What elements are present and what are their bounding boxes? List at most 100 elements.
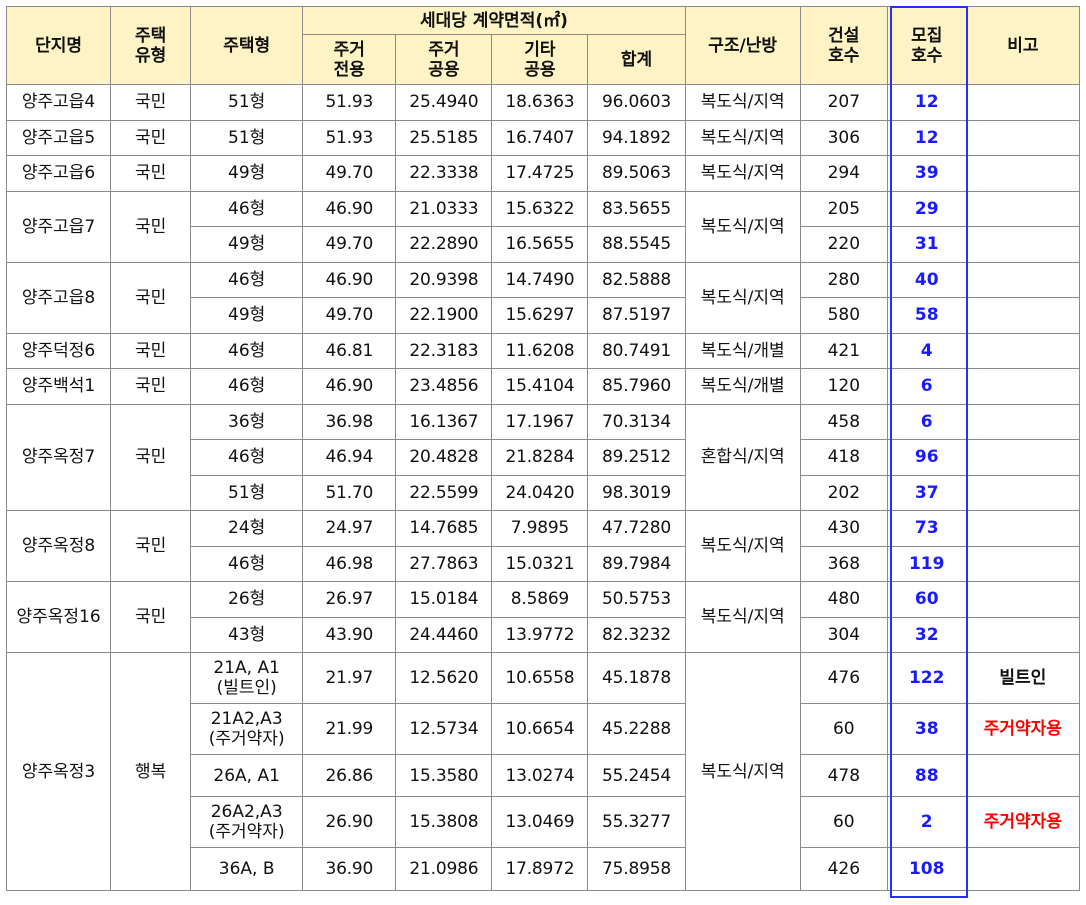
note: 주거약자용 [965, 796, 1081, 848]
other-common-area: 17.4725 [491, 155, 589, 192]
note [965, 581, 1081, 618]
recruit-units: 37 [886, 474, 967, 511]
complex-name: 양주고읍5 [5, 119, 112, 156]
structure-heating: 복도식/지역 [684, 190, 801, 263]
housing-table: 단지명 주택 유형 주택형 세대당 계약면적(㎡) 구조/난방 건설 호수 모집 호수… [5, 6, 1081, 891]
common-area: 27.7863 [395, 545, 493, 582]
common-area: 22.5599 [395, 474, 493, 511]
recruit-units: 108 [886, 847, 967, 891]
recruit-units: 4 [886, 332, 967, 369]
total-area: 80.7491 [587, 332, 686, 369]
housing-type: 46형 [190, 190, 304, 227]
exclusive-area: 46.90 [302, 368, 397, 405]
common-area: 12.5620 [395, 652, 493, 704]
note [965, 119, 1081, 156]
exclusive-area: 49.70 [302, 297, 397, 334]
complex-name: 양주고읍4 [5, 84, 112, 121]
recruit-units: 29 [886, 190, 967, 227]
housing-type: 46형 [190, 261, 304, 298]
complex-name: 양주옥정3 [5, 652, 112, 891]
total-area: 50.5753 [587, 581, 686, 618]
common-area: 22.2890 [395, 226, 493, 263]
built-units: 120 [799, 368, 888, 405]
exclusive-area: 46.90 [302, 190, 397, 227]
housing-type: 51형 [190, 84, 304, 121]
structure-heating: 복도식/지역 [684, 84, 801, 121]
header-other-common: 기타 공용 [491, 34, 589, 85]
other-common-area: 17.8972 [491, 847, 589, 891]
housing-kind: 국민 [110, 190, 192, 263]
common-area: 14.7685 [395, 510, 493, 547]
total-area: 45.1878 [587, 652, 686, 704]
header-housing-kind: 주택 유형 [110, 6, 192, 85]
housing-kind: 국민 [110, 510, 192, 582]
other-common-area: 13.0274 [491, 754, 589, 797]
total-area: 96.0603 [587, 84, 686, 121]
other-common-area: 21.8284 [491, 439, 589, 476]
table-row: 양주고읍6 국민 49형 49.70 22.3338 17.4725 89.50… [5, 155, 1081, 192]
table-row: 46형 46.94 20.4828 21.8284 89.2512 418 96 [7, 439, 1081, 476]
header-area-group: 세대당 계약면적(㎡) [302, 6, 686, 35]
total-area: 47.7280 [587, 510, 686, 547]
exclusive-area: 21.97 [302, 652, 397, 704]
header-structure: 구조/난방 [684, 6, 801, 85]
recruit-units: 60 [886, 581, 967, 618]
recruit-units: 122 [886, 652, 967, 704]
exclusive-area: 46.81 [302, 332, 397, 369]
structure-heating: 복도식/개별 [684, 332, 801, 369]
built-units: 368 [799, 545, 888, 582]
total-area: 87.5197 [587, 297, 686, 334]
exclusive-area: 36.98 [302, 403, 397, 440]
recruit-units: 39 [886, 155, 967, 192]
structure-heating: 복도식/지역 [684, 510, 801, 582]
exclusive-area: 36.90 [302, 847, 397, 891]
built-units: 458 [799, 403, 888, 440]
common-area: 25.4940 [395, 84, 493, 121]
built-units: 418 [799, 439, 888, 476]
note [965, 474, 1081, 511]
total-area: 89.7984 [587, 545, 686, 582]
other-common-area: 13.0469 [491, 796, 589, 848]
housing-type: 51형 [190, 474, 304, 511]
total-area: 85.7960 [587, 368, 686, 405]
exclusive-area: 26.90 [302, 796, 397, 848]
common-area: 15.3808 [395, 796, 493, 848]
table-row: 36A, B 36.90 21.0986 17.8972 75.8958 426… [7, 847, 1081, 891]
recruit-units: 31 [886, 226, 967, 263]
table-row: 43형 43.90 24.4460 13.9772 82.3232 304 32 [7, 616, 1081, 653]
common-area: 22.1900 [395, 297, 493, 334]
exclusive-area: 46.94 [302, 439, 397, 476]
note [965, 84, 1081, 121]
table-row: 51형 51.70 22.5599 24.0420 98.3019 202 37 [7, 474, 1081, 511]
table-row: 양주백석1 국민 46형 46.90 23.4856 15.4104 85.79… [5, 368, 1081, 405]
built-units: 426 [799, 847, 888, 891]
header-recruit-units: 모집 호수 [886, 6, 967, 85]
table-row: 49형 49.70 22.2890 16.5655 88.5545 220 31 [7, 226, 1081, 263]
exclusive-area: 46.90 [302, 261, 397, 298]
housing-type: 26형 [190, 581, 304, 618]
housing-kind: 국민 [110, 581, 192, 653]
built-units: 304 [799, 616, 888, 653]
common-area: 21.0333 [395, 190, 493, 227]
built-units: 580 [799, 297, 888, 334]
other-common-area: 15.4104 [491, 368, 589, 405]
other-common-area: 15.0321 [491, 545, 589, 582]
built-units: 294 [799, 155, 888, 192]
note [965, 439, 1081, 476]
other-common-area: 24.0420 [491, 474, 589, 511]
complex-name: 양주옥정16 [5, 581, 112, 653]
housing-type: 46형 [190, 332, 304, 369]
table-row: 46형 46.98 27.7863 15.0321 89.7984 368 11… [7, 545, 1081, 582]
recruit-units: 38 [886, 703, 967, 755]
complex-name: 양주덕정6 [5, 332, 112, 369]
built-units: 280 [799, 261, 888, 298]
common-area: 20.4828 [395, 439, 493, 476]
table-row: 양주옥정8 국민 24형 24.97 14.7685 7.9895 47.728… [5, 510, 1081, 582]
structure-heating: 복도식/지역 [684, 155, 801, 192]
other-common-area: 11.6208 [491, 332, 589, 369]
housing-type: 36형 [190, 403, 304, 440]
total-area: 55.2454 [587, 754, 686, 797]
table-row: 26A2,A3 (주거약자) 26.90 15.3808 13.0469 55.3… [7, 796, 1081, 848]
housing-type: 46형 [190, 439, 304, 476]
